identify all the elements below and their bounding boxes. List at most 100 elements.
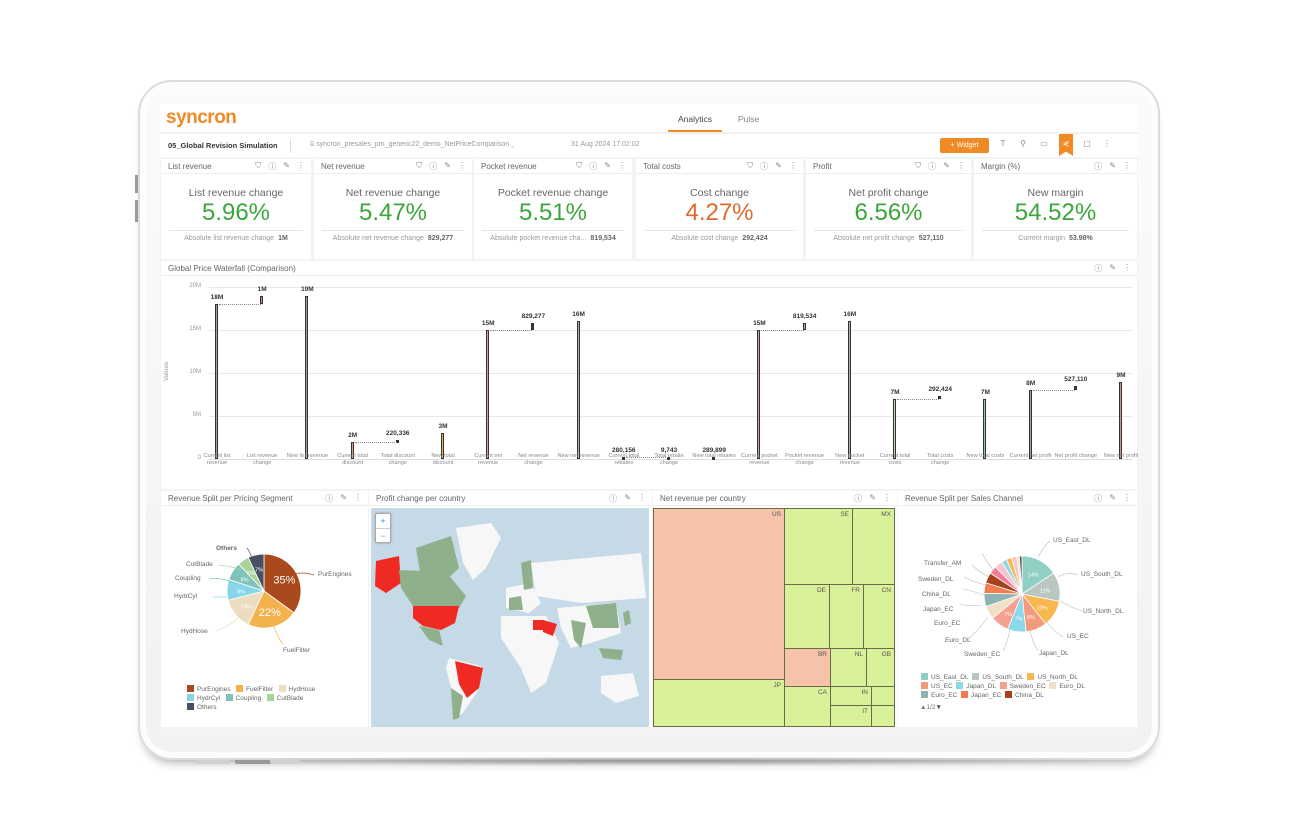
pie-slice[interactable] bbox=[1018, 555, 1023, 595]
treemap-cell[interactable]: CA bbox=[784, 686, 831, 727]
info-icon[interactable]: ⓘ bbox=[609, 494, 618, 503]
treemap-cell[interactable]: FR bbox=[829, 584, 864, 649]
info-icon[interactable]: ⓘ bbox=[760, 162, 769, 171]
legend-item[interactable]: US_South_DL bbox=[972, 673, 1024, 681]
edit-icon[interactable]: ✎ bbox=[869, 493, 876, 502]
drill-icon[interactable]: ⛉ bbox=[576, 161, 583, 170]
tab-pulse[interactable]: Pulse bbox=[738, 114, 760, 124]
info-icon[interactable]: ⓘ bbox=[429, 162, 438, 171]
waterfall-bar[interactable] bbox=[486, 330, 490, 459]
waterfall-bar[interactable] bbox=[621, 456, 625, 460]
more-options-icon[interactable]: ⋮ bbox=[1103, 139, 1111, 148]
legend-item[interactable]: HydHose bbox=[278, 685, 315, 693]
treemap-cell[interactable] bbox=[871, 705, 895, 727]
info-icon[interactable]: ⓘ bbox=[589, 162, 598, 171]
legend-item[interactable]: Sweden_EC bbox=[999, 682, 1046, 690]
waterfall-bar[interactable] bbox=[215, 304, 218, 459]
waterfall-bar[interactable] bbox=[576, 321, 580, 459]
legend-item[interactable]: Euro_EC bbox=[921, 691, 957, 699]
waterfall-bar[interactable] bbox=[802, 322, 806, 330]
waterfall-bar[interactable] bbox=[531, 322, 535, 330]
pdf-export-icon[interactable]: ▭ bbox=[1040, 139, 1048, 148]
more-icon[interactable]: ⋮ bbox=[297, 161, 305, 170]
treemap-cell[interactable]: MX bbox=[852, 508, 895, 585]
legend-item[interactable]: Japan_EC bbox=[961, 691, 1001, 699]
more-icon[interactable]: ⋮ bbox=[354, 493, 362, 502]
edit-icon[interactable]: ✎ bbox=[775, 161, 782, 170]
treemap-cell[interactable]: SE bbox=[784, 508, 853, 585]
info-icon[interactable]: ⓘ bbox=[1094, 162, 1103, 171]
edit-icon[interactable]: ✎ bbox=[943, 161, 950, 170]
legend-item[interactable]: Euro_DL bbox=[1049, 682, 1085, 690]
treemap-cell[interactable] bbox=[871, 686, 895, 706]
legend-item[interactable]: US_EC bbox=[921, 682, 953, 690]
comment-icon[interactable]: ▢ bbox=[1083, 139, 1091, 148]
share-icon[interactable]: ⋞ bbox=[1059, 134, 1073, 156]
waterfall-bar[interactable] bbox=[260, 295, 264, 305]
legend-item[interactable]: China_DL bbox=[1004, 691, 1044, 699]
waterfall-bar[interactable] bbox=[847, 321, 851, 459]
treemap-cell[interactable]: JP bbox=[653, 679, 785, 727]
waterfall-bar[interactable] bbox=[757, 330, 761, 459]
zoom-out-button[interactable]: − bbox=[380, 531, 386, 541]
legend-item[interactable]: Coupling bbox=[225, 694, 261, 702]
info-icon[interactable]: ⓘ bbox=[854, 494, 863, 503]
legend-item[interactable]: US_East_DL bbox=[921, 673, 969, 681]
treemap-cell[interactable]: US bbox=[653, 508, 785, 680]
info-icon[interactable]: ⓘ bbox=[1094, 494, 1103, 503]
pricing-segment-pie[interactable]: 35% 22% 14% 9% 8%5%7% bbox=[161, 491, 368, 727]
drill-icon[interactable]: ⛉ bbox=[915, 161, 922, 170]
info-icon[interactable]: ⓘ bbox=[325, 494, 334, 503]
edit-icon[interactable]: ✎ bbox=[604, 161, 611, 170]
more-icon[interactable]: ⋮ bbox=[789, 161, 797, 170]
treemap-cell[interactable]: DE bbox=[784, 584, 830, 649]
world-map[interactable]: + − bbox=[371, 508, 649, 727]
waterfall-bar[interactable] bbox=[441, 433, 444, 459]
more-icon[interactable]: ⋮ bbox=[1123, 161, 1131, 170]
legend-pager[interactable]: ▲1/2▼ bbox=[920, 704, 942, 711]
waterfall-bar[interactable] bbox=[1119, 381, 1122, 459]
edit-icon[interactable]: ✎ bbox=[444, 161, 451, 170]
more-icon[interactable]: ⋮ bbox=[458, 161, 466, 170]
info-icon[interactable]: ⓘ bbox=[1094, 264, 1103, 273]
waterfall-bar[interactable] bbox=[1028, 390, 1032, 459]
filter-icon[interactable]: ⚲ bbox=[1020, 139, 1026, 148]
edit-icon[interactable]: ✎ bbox=[1109, 493, 1116, 502]
info-icon[interactable]: ⓘ bbox=[268, 162, 277, 171]
pie-slice[interactable] bbox=[247, 553, 265, 592]
edit-icon[interactable]: ✎ bbox=[283, 161, 290, 170]
waterfall-bar[interactable] bbox=[395, 439, 399, 443]
waterfall-bar[interactable] bbox=[712, 456, 716, 460]
legend-item[interactable]: PurEngines bbox=[187, 685, 231, 693]
edit-icon[interactable]: ✎ bbox=[624, 493, 631, 502]
legend-item[interactable]: CutBlade bbox=[266, 694, 303, 702]
more-icon[interactable]: ⋮ bbox=[618, 161, 626, 170]
legend-item[interactable]: US_North_DL bbox=[1027, 673, 1078, 681]
legend-item[interactable]: FuelFilter bbox=[236, 685, 273, 693]
more-icon[interactable]: ⋮ bbox=[957, 161, 965, 170]
page-up-icon[interactable]: ▲ bbox=[920, 704, 927, 711]
add-widget-button[interactable]: + Widget bbox=[940, 138, 989, 153]
datasource-selector[interactable]: ⌸ syncron_presales_pm_generic22_demo_Net… bbox=[310, 141, 514, 149]
waterfall-bar[interactable] bbox=[305, 295, 309, 459]
zoom-in-button[interactable]: + bbox=[376, 514, 390, 529]
drill-icon[interactable]: ⛉ bbox=[255, 161, 262, 170]
waterfall-bar[interactable] bbox=[893, 398, 896, 459]
treemap-cell[interactable]: GB bbox=[866, 648, 895, 687]
drill-icon[interactable]: ⛉ bbox=[416, 161, 423, 170]
treemap-cell[interactable]: IT bbox=[830, 705, 872, 727]
info-icon[interactable]: ⓘ bbox=[928, 162, 937, 171]
more-icon[interactable]: ⋮ bbox=[1123, 263, 1131, 272]
legend-item[interactable]: Japan_DL bbox=[956, 682, 996, 690]
treemap-cell[interactable]: CN bbox=[863, 584, 895, 649]
text-icon[interactable]: T bbox=[1000, 139, 1006, 148]
sales-channel-pie[interactable]: 14% 11% 10%8% 7%7% bbox=[898, 491, 1137, 727]
pie-slice[interactable] bbox=[263, 553, 302, 614]
waterfall-bar[interactable] bbox=[983, 398, 987, 459]
page-down-icon[interactable]: ▼ bbox=[935, 704, 942, 711]
treemap-cell[interactable]: IN bbox=[830, 686, 872, 706]
waterfall-bar[interactable] bbox=[938, 396, 942, 400]
treemap-cell[interactable]: BR bbox=[784, 648, 831, 687]
legend-item[interactable]: HydrCyl bbox=[187, 694, 220, 702]
more-icon[interactable]: ⋮ bbox=[638, 493, 646, 502]
